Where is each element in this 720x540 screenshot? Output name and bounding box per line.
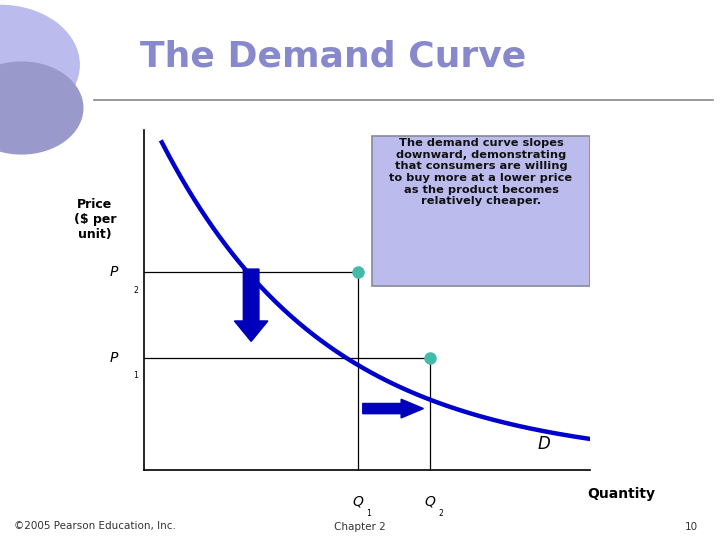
FancyArrow shape xyxy=(235,269,268,341)
Circle shape xyxy=(0,62,83,154)
Text: $_1$: $_1$ xyxy=(366,507,373,519)
FancyBboxPatch shape xyxy=(372,137,590,286)
Text: $P$: $P$ xyxy=(109,266,120,280)
Text: $\it{D}$: $\it{D}$ xyxy=(537,435,551,453)
Text: $P$: $P$ xyxy=(109,350,120,365)
FancyArrow shape xyxy=(363,399,423,418)
Text: Price
($ per
unit): Price ($ per unit) xyxy=(73,198,116,241)
Text: $Q$: $Q$ xyxy=(352,494,364,509)
Text: The demand curve slopes
downward, demonstrating
that consumers are willing
to bu: The demand curve slopes downward, demons… xyxy=(390,138,572,206)
Text: Quantity: Quantity xyxy=(588,487,656,501)
Text: ©2005 Pearson Education, Inc.: ©2005 Pearson Education, Inc. xyxy=(14,522,176,531)
Text: $_2$: $_2$ xyxy=(133,285,139,298)
Text: Chapter 2: Chapter 2 xyxy=(334,522,386,531)
Text: $_1$: $_1$ xyxy=(133,370,139,382)
Text: $_2$: $_2$ xyxy=(438,507,444,519)
Circle shape xyxy=(0,5,79,124)
Text: 10: 10 xyxy=(685,522,698,531)
Text: $Q$: $Q$ xyxy=(423,494,436,509)
Text: The Demand Curve: The Demand Curve xyxy=(140,40,526,73)
